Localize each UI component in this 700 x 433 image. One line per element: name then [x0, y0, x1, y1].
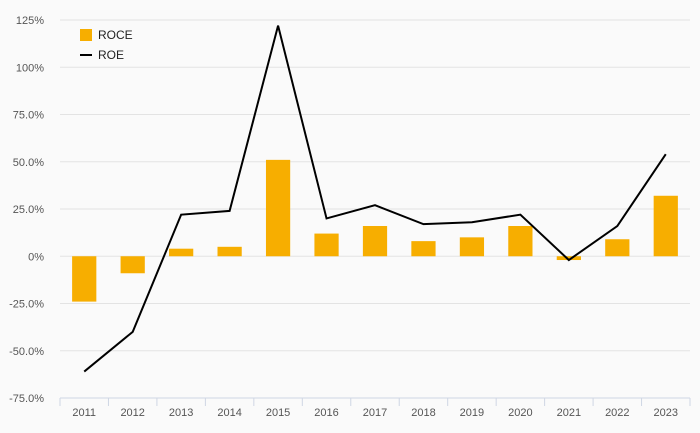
- roce-bar: [411, 241, 436, 257]
- x-tick-label: 2021: [557, 407, 581, 419]
- y-tick-label: -25.0%: [9, 299, 44, 311]
- roce-bar: [508, 226, 533, 257]
- roce-bar: [556, 256, 581, 261]
- roce-bar: [653, 195, 678, 257]
- x-tick-label: 2013: [169, 407, 193, 419]
- y-tick-label: -75.0%: [9, 393, 44, 405]
- y-tick-label: 125%: [16, 15, 44, 27]
- x-tick-label: 2020: [508, 407, 532, 419]
- legend: ROCE ROE: [80, 28, 133, 62]
- x-tick-label: 2014: [217, 407, 241, 419]
- y-tick-label: 50.0%: [13, 157, 44, 169]
- x-tick-label: 2012: [120, 407, 144, 419]
- y-tick-label: 100%: [16, 62, 44, 74]
- y-tick-label: 75.0%: [13, 110, 44, 122]
- roe-line: [83, 25, 667, 373]
- y-tick-label: -50.0%: [9, 346, 44, 358]
- roce-bar: [314, 233, 339, 257]
- roe-line-path: [83, 25, 667, 373]
- x-tick-label: 2018: [411, 407, 435, 419]
- grid: [60, 19, 690, 399]
- legend-roce-swatch: [80, 29, 92, 41]
- x-tick-label: 2017: [363, 407, 387, 419]
- roce-bar: [169, 248, 194, 257]
- legend-roe-label: ROE: [98, 48, 124, 62]
- roce-bar: [217, 246, 242, 257]
- x-tick-label: 2022: [605, 407, 629, 419]
- y-tick-label: 0%: [28, 251, 44, 263]
- roce-bar: [265, 159, 291, 257]
- x-tick-label: 2015: [266, 407, 290, 419]
- y-axis-ticks: 125% 100% 75.0% 50.0% 25.0% 0% -25.0% -50.0% -75…: [9, 15, 44, 405]
- roce-bar: [459, 237, 485, 257]
- x-axis: 2011 2012 2013 2014 2015 2016 2017 2018 2019 2020…: [59, 397, 691, 419]
- x-tick-label: 2023: [654, 407, 678, 419]
- x-tick-label: 2019: [460, 407, 484, 419]
- roce-bar: [362, 226, 388, 257]
- x-tick-label: 2016: [314, 407, 338, 419]
- roce-bar: [72, 256, 97, 302]
- roce-bar: [605, 239, 630, 257]
- legend-roce-label: ROCE: [98, 28, 133, 42]
- x-tick-label: 2011: [72, 407, 96, 419]
- roce-bars: [72, 159, 678, 302]
- y-tick-label: 25.0%: [13, 204, 44, 216]
- roce-bar: [120, 256, 145, 274]
